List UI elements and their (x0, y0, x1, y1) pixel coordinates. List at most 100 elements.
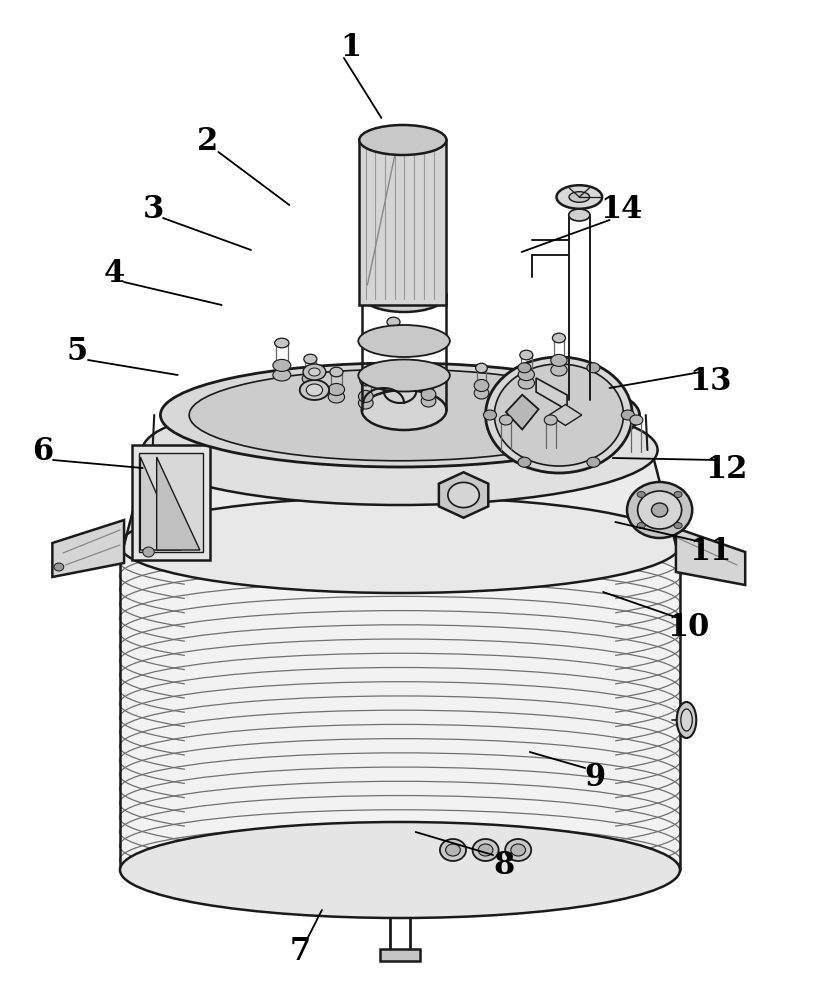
Ellipse shape (569, 192, 589, 202)
Ellipse shape (569, 209, 590, 221)
Ellipse shape (421, 395, 436, 407)
Ellipse shape (302, 373, 319, 385)
Polygon shape (124, 450, 676, 545)
Ellipse shape (359, 397, 373, 409)
Ellipse shape (440, 839, 466, 861)
Ellipse shape (500, 415, 513, 425)
Ellipse shape (273, 369, 291, 381)
Ellipse shape (423, 374, 434, 384)
Ellipse shape (478, 844, 493, 856)
Ellipse shape (387, 317, 400, 327)
Bar (132, 445, 209, 560)
Ellipse shape (385, 336, 402, 348)
Ellipse shape (544, 415, 557, 425)
Ellipse shape (303, 364, 326, 380)
Ellipse shape (161, 363, 640, 467)
Polygon shape (536, 378, 567, 410)
Text: 10: 10 (667, 612, 710, 644)
Ellipse shape (518, 377, 535, 389)
Ellipse shape (557, 185, 602, 209)
Text: 7: 7 (289, 936, 311, 968)
Text: 12: 12 (706, 454, 748, 486)
Bar (380, 949, 421, 961)
Ellipse shape (674, 491, 682, 497)
Ellipse shape (676, 702, 696, 738)
Bar (139, 453, 203, 552)
Ellipse shape (674, 523, 682, 529)
Ellipse shape (309, 368, 320, 376)
Ellipse shape (637, 523, 645, 529)
Polygon shape (676, 528, 745, 585)
Ellipse shape (474, 380, 489, 392)
Ellipse shape (306, 384, 323, 396)
Ellipse shape (143, 547, 154, 557)
Polygon shape (438, 472, 488, 518)
Text: 2: 2 (197, 126, 218, 157)
Ellipse shape (359, 390, 373, 402)
Ellipse shape (621, 410, 634, 420)
Ellipse shape (518, 457, 531, 467)
Ellipse shape (120, 822, 680, 918)
Ellipse shape (551, 354, 567, 366)
Ellipse shape (385, 344, 402, 356)
Ellipse shape (553, 333, 566, 343)
Polygon shape (506, 395, 539, 430)
Polygon shape (549, 405, 582, 425)
Ellipse shape (328, 391, 345, 403)
Ellipse shape (302, 381, 319, 393)
Ellipse shape (587, 457, 600, 467)
Ellipse shape (120, 497, 680, 593)
Text: 8: 8 (493, 850, 514, 880)
Ellipse shape (54, 563, 64, 571)
Ellipse shape (520, 350, 533, 360)
Ellipse shape (483, 410, 496, 420)
Text: 1: 1 (340, 32, 361, 64)
Text: 13: 13 (689, 366, 732, 397)
Ellipse shape (143, 395, 658, 505)
Ellipse shape (300, 380, 329, 400)
Ellipse shape (587, 363, 600, 373)
Ellipse shape (551, 364, 567, 376)
Ellipse shape (330, 367, 343, 377)
Ellipse shape (189, 369, 610, 461)
Ellipse shape (362, 390, 447, 430)
Ellipse shape (473, 839, 499, 861)
Ellipse shape (273, 359, 291, 371)
Polygon shape (140, 457, 181, 550)
Ellipse shape (421, 388, 436, 400)
Ellipse shape (359, 325, 450, 357)
Ellipse shape (486, 357, 632, 473)
Ellipse shape (630, 415, 643, 425)
Bar (359, 140, 447, 305)
Ellipse shape (518, 363, 531, 373)
Ellipse shape (681, 709, 692, 731)
Ellipse shape (518, 369, 535, 381)
Text: 4: 4 (104, 258, 125, 290)
Ellipse shape (476, 363, 487, 373)
Ellipse shape (362, 278, 447, 312)
Text: 11: 11 (689, 536, 732, 568)
Text: 9: 9 (584, 762, 606, 794)
Ellipse shape (446, 844, 460, 856)
Ellipse shape (505, 839, 531, 861)
Text: 3: 3 (143, 194, 164, 226)
Ellipse shape (304, 354, 317, 364)
Ellipse shape (637, 491, 681, 529)
Ellipse shape (495, 364, 623, 466)
Text: 14: 14 (600, 194, 642, 226)
Ellipse shape (360, 376, 372, 386)
Ellipse shape (511, 844, 526, 856)
Ellipse shape (637, 491, 645, 497)
Polygon shape (156, 457, 200, 550)
Ellipse shape (275, 338, 289, 348)
Ellipse shape (359, 125, 447, 155)
Ellipse shape (328, 384, 345, 396)
Ellipse shape (448, 482, 479, 508)
Text: 6: 6 (32, 436, 53, 468)
Ellipse shape (474, 387, 489, 399)
Text: 5: 5 (67, 336, 88, 367)
Polygon shape (52, 520, 124, 577)
Ellipse shape (651, 503, 667, 517)
Polygon shape (120, 545, 680, 870)
Ellipse shape (627, 482, 692, 538)
